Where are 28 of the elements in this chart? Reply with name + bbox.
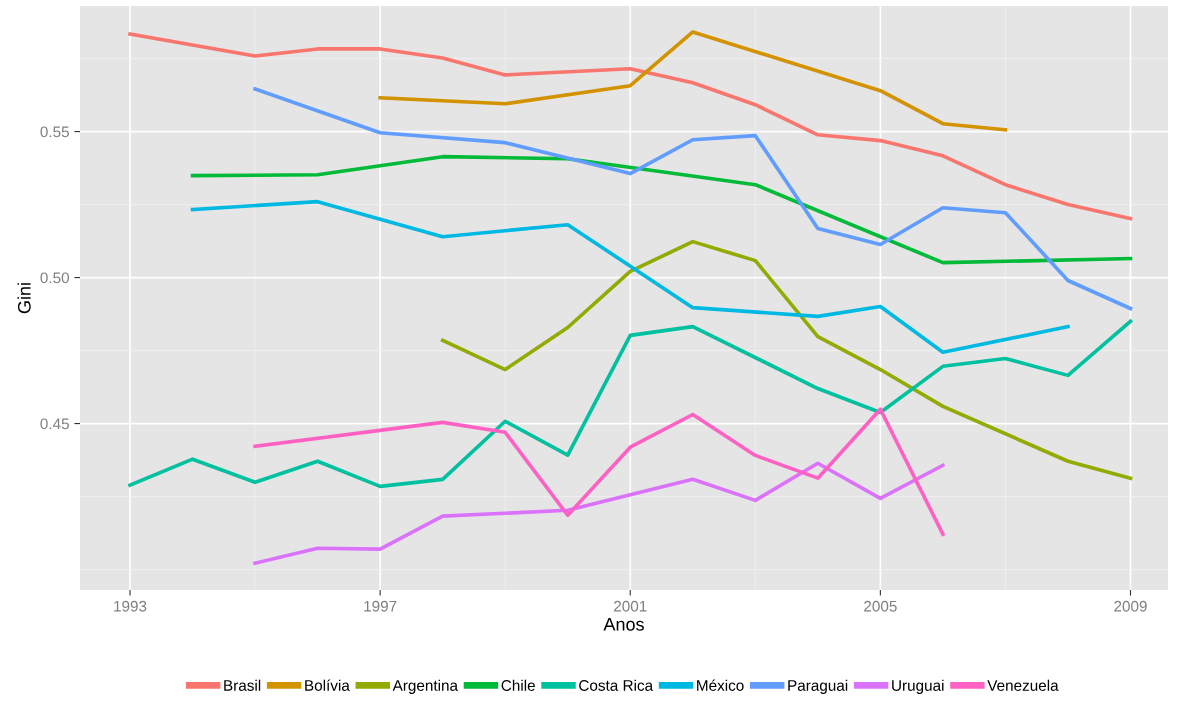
legend-label: Bolívia xyxy=(305,679,350,691)
line-series xyxy=(378,30,1008,132)
legend-label: México xyxy=(697,679,744,691)
x-tick-label: 2001 xyxy=(614,600,647,612)
legend-label: Venezuela xyxy=(987,679,1059,691)
legend-label: Uruguai xyxy=(892,679,944,694)
line-series xyxy=(253,407,945,537)
line-series xyxy=(253,87,1133,311)
y-tick-label: 0.50 xyxy=(40,272,69,284)
line-series xyxy=(253,461,945,565)
legend-label: Costa Rica xyxy=(579,679,654,691)
legend-label: Chile xyxy=(501,679,535,691)
line-series xyxy=(128,319,1133,489)
line-series xyxy=(128,32,1133,221)
y-axis-title: Gini xyxy=(17,283,31,314)
y-tick-label: 0.45 xyxy=(40,418,69,430)
x-axis-title: Anos xyxy=(603,618,644,631)
legend-label: Brasil xyxy=(224,679,261,691)
y-tick-label: 0.55 xyxy=(40,126,69,138)
x-tick-label: 1993 xyxy=(114,600,147,612)
line-series xyxy=(190,154,1133,265)
x-tick-label: 2005 xyxy=(864,600,897,612)
line-series xyxy=(440,239,1133,480)
x-tick-label: 2009 xyxy=(1114,600,1147,612)
legend-label: Argentina xyxy=(392,679,459,694)
line-series xyxy=(190,199,1070,355)
legend-label: Paraguai xyxy=(788,679,848,694)
x-tick-label: 1997 xyxy=(364,600,397,612)
